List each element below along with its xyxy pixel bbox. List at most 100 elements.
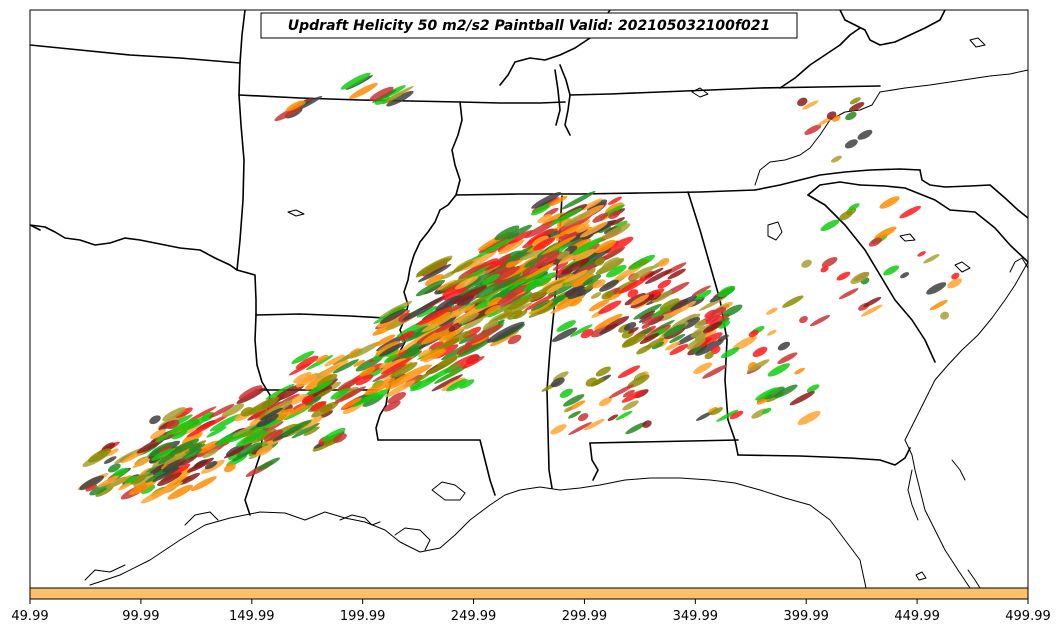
paintball-streak bbox=[777, 341, 791, 351]
paintball-streak bbox=[295, 355, 319, 370]
paintball-streak bbox=[462, 356, 485, 369]
paintball-streak bbox=[579, 221, 608, 238]
paintball-streak bbox=[820, 219, 840, 232]
paintball-streak bbox=[457, 338, 492, 358]
paintball-streak bbox=[821, 257, 838, 268]
paintball-streak bbox=[625, 422, 647, 435]
paintball-streak bbox=[799, 316, 808, 324]
paintball-streak bbox=[531, 235, 549, 247]
paintball-streak bbox=[179, 472, 201, 485]
paintball-streak bbox=[748, 329, 759, 338]
paintball-streak bbox=[387, 392, 406, 404]
paintball-streak bbox=[181, 448, 202, 461]
paintball-streak bbox=[158, 454, 175, 465]
paintball-streak bbox=[380, 357, 413, 375]
paintball-streak bbox=[150, 429, 166, 440]
paintball-streak bbox=[832, 115, 841, 122]
colorbar-tick-label: 449.99 bbox=[894, 609, 940, 624]
paintball-streak bbox=[556, 250, 571, 260]
paintball-streak bbox=[550, 424, 567, 435]
paintball-streak bbox=[622, 400, 639, 411]
paintball-streak bbox=[190, 476, 217, 491]
paintball-streak bbox=[398, 330, 415, 341]
paintball-streak bbox=[179, 455, 198, 466]
paintball-streak bbox=[562, 211, 591, 227]
paintball-streak bbox=[703, 314, 721, 325]
paintball-streak bbox=[535, 251, 565, 268]
paintball-streak bbox=[546, 283, 563, 294]
paintball-streak bbox=[838, 288, 859, 300]
paintball-streak bbox=[604, 316, 630, 331]
paintball-streak bbox=[622, 389, 635, 398]
paintball-streak bbox=[124, 475, 137, 484]
paintball-streak bbox=[526, 228, 554, 244]
paintball-streak bbox=[265, 383, 295, 400]
paintball-streak bbox=[300, 416, 323, 430]
paintball-streak bbox=[416, 306, 437, 318]
map-title: Updraft Helicity 50 m2/s2 Paintball Vali… bbox=[288, 18, 770, 34]
paintball-streak bbox=[464, 273, 492, 289]
paintball-streak bbox=[704, 330, 717, 338]
paintball-streak bbox=[419, 347, 446, 362]
paintball-streak bbox=[602, 257, 620, 268]
paintball-streak bbox=[281, 419, 312, 437]
paintball-streak bbox=[657, 279, 672, 289]
paintball-streak bbox=[443, 286, 468, 301]
paintball-streak bbox=[537, 213, 552, 224]
paintball-streak bbox=[694, 289, 712, 301]
paintball-streak bbox=[383, 400, 401, 412]
paintball-streak bbox=[458, 264, 484, 280]
paintball-streak bbox=[564, 269, 588, 283]
paintball-streak bbox=[425, 363, 461, 383]
paintball-streak bbox=[574, 248, 596, 261]
paintball-streak bbox=[717, 320, 730, 329]
colorbar-tick-label: 199.99 bbox=[340, 609, 386, 624]
paintball-streak bbox=[658, 258, 670, 267]
paintball-streak bbox=[162, 407, 186, 422]
paintball-streak bbox=[809, 314, 831, 327]
paintball-streak bbox=[355, 374, 374, 386]
coastline bbox=[84, 69, 1028, 588]
paintball-streak bbox=[598, 225, 612, 234]
paintball-streak bbox=[848, 203, 860, 211]
paintball-streak bbox=[446, 378, 468, 392]
paintball-streak bbox=[717, 285, 736, 298]
paintball-swaths bbox=[77, 72, 962, 504]
paintball-streak bbox=[157, 471, 182, 487]
paintball-streak bbox=[618, 277, 647, 294]
paintball-streak bbox=[804, 124, 822, 135]
paintball-streak bbox=[168, 438, 200, 456]
paintball-streak bbox=[276, 408, 295, 421]
paintball-streak bbox=[152, 467, 180, 483]
paintball-streak bbox=[874, 226, 897, 240]
paintball-streak bbox=[550, 377, 565, 388]
paintball-streak bbox=[513, 310, 528, 320]
paintball-streak bbox=[506, 224, 532, 240]
paintball-streak bbox=[324, 354, 345, 367]
paintball-streak bbox=[550, 295, 585, 314]
paintball-streak bbox=[390, 362, 418, 379]
paintball-streak bbox=[554, 224, 580, 239]
paintball-streak bbox=[789, 391, 815, 406]
paintball-streak bbox=[472, 287, 504, 305]
paintball-streak bbox=[710, 307, 727, 318]
paintball-streak bbox=[250, 428, 277, 444]
paintball-streak bbox=[702, 364, 728, 379]
paintball-streak bbox=[291, 350, 315, 364]
paintball-streak bbox=[763, 386, 785, 400]
paintball-streak bbox=[507, 230, 534, 245]
paintball-streak bbox=[820, 265, 829, 273]
paintball-streak bbox=[659, 298, 680, 311]
paintball-streak bbox=[434, 365, 468, 384]
paintball-streak bbox=[595, 366, 611, 377]
paintball-streak bbox=[710, 407, 723, 416]
paintball-streak bbox=[263, 429, 283, 442]
paintball-streak bbox=[707, 406, 718, 414]
paintball-streak bbox=[633, 303, 662, 320]
paintball-streak bbox=[568, 267, 596, 284]
paintball-streak bbox=[353, 359, 366, 367]
paintball-streak bbox=[494, 225, 520, 241]
paintball-streak bbox=[692, 344, 707, 355]
paintball-streak bbox=[940, 311, 950, 320]
paintball-streak bbox=[103, 456, 117, 464]
